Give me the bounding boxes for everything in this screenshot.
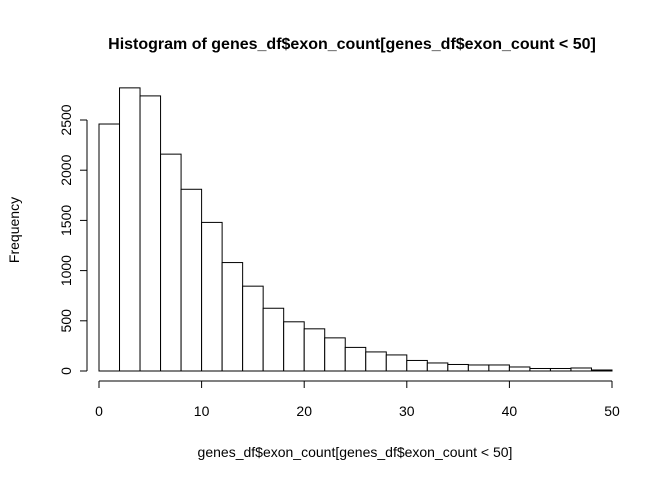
histogram-bar <box>201 221 223 372</box>
x-tick-label: 20 <box>296 403 312 419</box>
histogram-bar <box>570 367 592 372</box>
y-axis-label: Frequency <box>6 197 22 263</box>
histogram-bar <box>98 123 121 372</box>
x-axis: 0 10 20 30 40 50 <box>95 380 620 419</box>
y-tick-label: 1500 <box>58 205 74 236</box>
histogram-bar <box>242 285 264 372</box>
histogram-bar <box>160 153 182 372</box>
chart-title: Histogram of genes_df$exon_count[genes_d… <box>108 36 596 53</box>
y-tick-label: 2000 <box>58 154 74 185</box>
histogram-bar <box>365 351 387 372</box>
x-tick-label: 10 <box>194 403 210 419</box>
y-tick-label: 500 <box>58 309 74 333</box>
histogram-bar <box>549 367 572 372</box>
histogram-bar <box>529 367 551 372</box>
x-tick-label: 50 <box>604 403 620 419</box>
histogram-bar <box>303 328 326 372</box>
histogram-bar <box>447 363 469 372</box>
histogram-bar <box>283 321 305 372</box>
histogram-bar <box>180 188 203 372</box>
y-axis: 0 500 1000 1500 2000 2500 <box>58 104 88 375</box>
y-tick-label: 2500 <box>58 104 74 135</box>
histogram-bar <box>488 364 510 372</box>
histogram-bar <box>324 337 346 372</box>
histogram-bar <box>139 95 162 372</box>
y-tick-label: 0 <box>58 367 74 375</box>
x-tick-label: 30 <box>399 403 415 419</box>
y-tick-label: 1000 <box>58 255 74 286</box>
histogram-bar <box>385 354 408 372</box>
x-tick-label: 40 <box>502 403 518 419</box>
x-tick-label: 0 <box>95 403 103 419</box>
histogram-bar <box>221 262 244 372</box>
x-axis-label: genes_df$exon_count[genes_df$exon_count … <box>198 444 513 460</box>
histogram-bar <box>119 87 141 372</box>
histogram-bar <box>508 366 531 372</box>
histogram-bar <box>262 307 285 372</box>
histogram-bar <box>590 369 613 372</box>
histogram-bar <box>406 359 428 372</box>
histogram-bar <box>426 362 449 372</box>
histogram-bar <box>344 346 367 372</box>
histogram-bar <box>467 364 490 372</box>
bars-group <box>98 87 613 372</box>
